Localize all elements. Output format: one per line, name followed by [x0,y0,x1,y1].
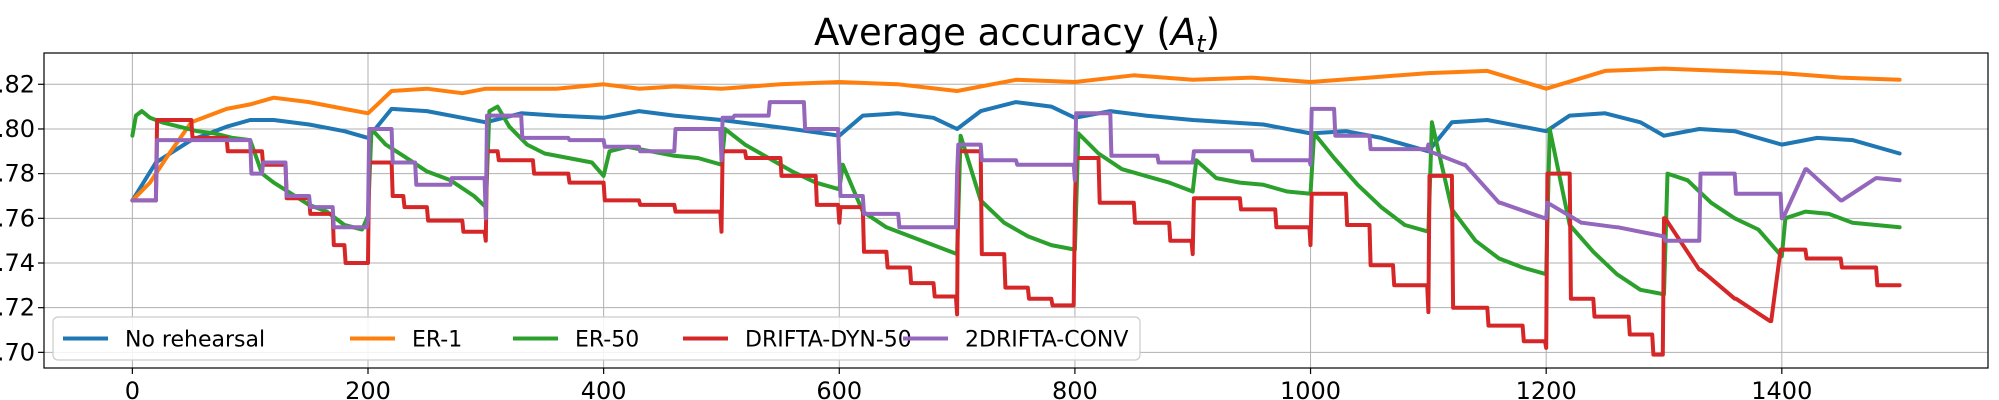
x-tick-label: 400 [581,377,627,400]
chart-title: Average accuracy (At) [814,11,1220,58]
series-line-2drifta-conv [130,100,1902,243]
y-tick-label: .72 [0,294,35,322]
chart-title-end: ) [1206,11,1220,54]
legend-label-drifta-dyn-50: DRIFTA-DYN-50 [745,328,912,353]
y-tick-label: .82 [0,70,35,98]
series-line-er-50 [130,104,1902,297]
plot-frame [43,52,1989,369]
x-tick-label: 1200 [1516,377,1577,400]
chart-title-text: Average accuracy ( [814,11,1171,54]
legend: No rehearsal ER-1 ER-50 DRIFTA-DYN-50 2DRIFT… [52,316,1141,361]
legend-label-er-50: ER-50 [575,328,639,353]
legend-label-no-rehearsal: No rehearsal [125,328,265,353]
legend-box [52,316,1141,361]
x-tick-label: 600 [816,377,862,400]
chart-title-variable: A [1169,11,1196,54]
x-tick-label: 1000 [1280,377,1341,400]
series-line-drifta-dyn-50 [130,118,1902,357]
y-tick-label: .80 [0,115,35,143]
x-tick-label: 200 [345,377,391,400]
x-tick-label: 1400 [1751,377,1812,400]
y-tick-label: .76 [0,204,35,232]
x-tick-label: 0 [125,377,140,400]
data-series [130,66,1902,357]
chart-title-subscript: t [1196,30,1207,58]
y-tick-label: .70 [0,338,35,366]
series-line-er-1 [130,66,1902,203]
series-line-no-rehearsal [130,100,1902,203]
x-tick-label: 800 [1052,377,1098,400]
y-tick-label: .74 [0,249,35,277]
x-axis-ticks: 0 200 400 600 800 1000 1200 1400 [125,368,1812,400]
legend-label-er-1: ER-1 [412,328,462,353]
legend-label-2drifta-conv: 2DRIFTA-CONV [965,328,1128,353]
y-axis-ticks: .70 .72 .74 .76 .78 .80 .82 [0,70,44,366]
y-tick-label: .78 [0,160,35,188]
